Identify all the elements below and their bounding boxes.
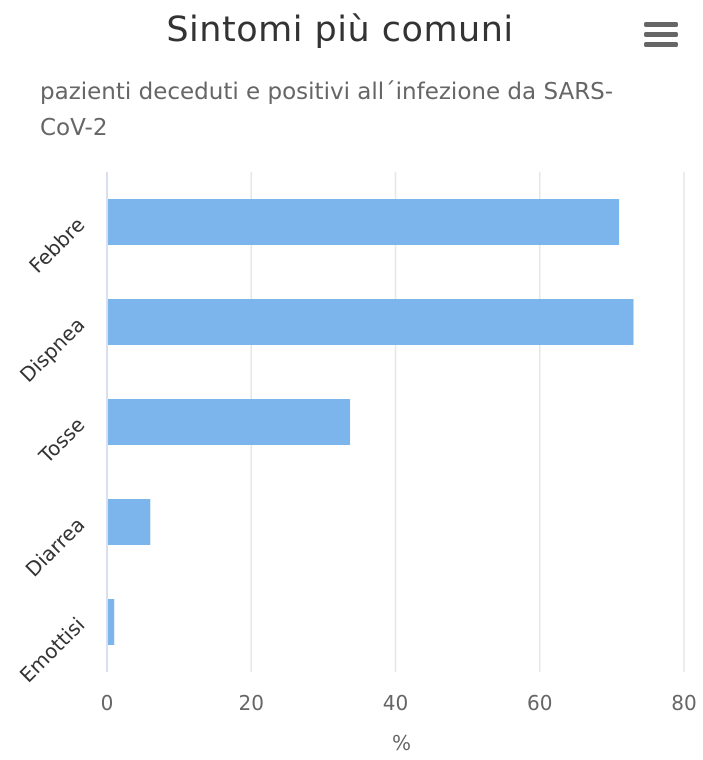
bar-emottisi[interactable] bbox=[108, 599, 115, 645]
x-tick-label: 80 bbox=[671, 691, 696, 715]
category-label: Tosse bbox=[33, 412, 89, 468]
labels: 0 20 40 60 80 Febbre Dispnea Tosse Diarrea Emotti… bbox=[15, 212, 697, 755]
x-tick-label: 20 bbox=[239, 691, 264, 715]
category-label: Diarrea bbox=[21, 512, 90, 581]
bar-diarrea[interactable] bbox=[108, 499, 151, 545]
x-tick-label: 40 bbox=[383, 691, 408, 715]
x-tick-label: 0 bbox=[101, 691, 114, 715]
bar-tosse[interactable] bbox=[108, 399, 351, 445]
hamburger-menu-icon[interactable] bbox=[640, 18, 680, 52]
chart-subtitle: pazienti deceduti e positivi all´infezio… bbox=[40, 79, 614, 141]
x-tick-label: 60 bbox=[527, 691, 552, 715]
chart-title: Sintomi più comuni bbox=[166, 10, 514, 50]
x-axis-title: % bbox=[392, 731, 411, 755]
bars bbox=[108, 199, 634, 645]
grid-lines bbox=[250, 172, 685, 672]
category-label: Febbre bbox=[24, 212, 89, 277]
category-label: Emottisi bbox=[15, 612, 90, 687]
category-label: Dispnea bbox=[15, 312, 89, 386]
bar-dispnea[interactable] bbox=[108, 299, 634, 345]
bar-febbre[interactable] bbox=[108, 199, 620, 245]
